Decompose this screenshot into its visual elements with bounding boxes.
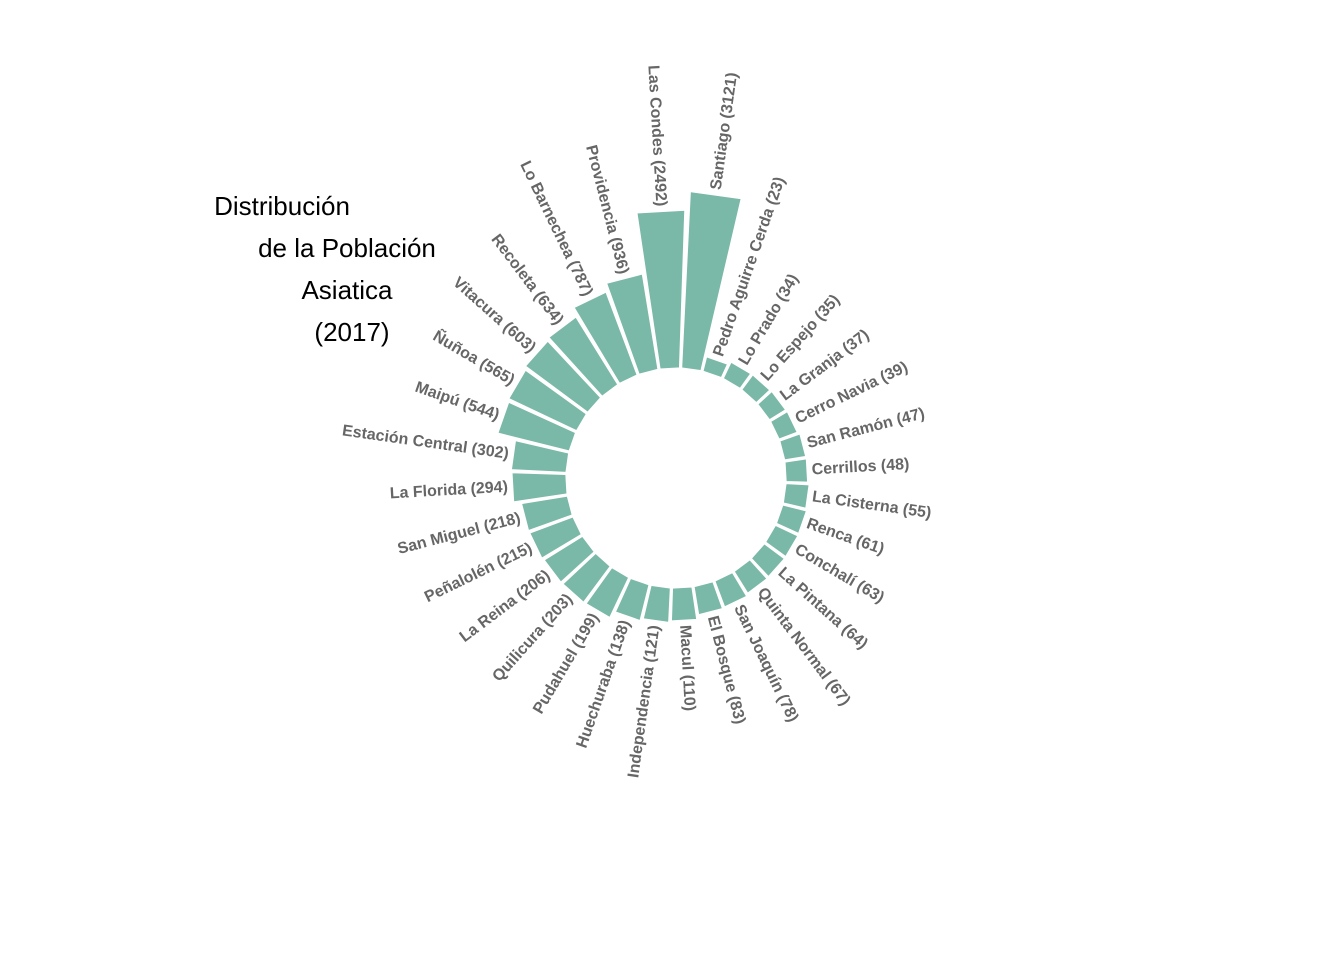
bar-estación-central [510, 439, 570, 474]
bar-label: Quinta Normal (67) [754, 585, 854, 710]
chart-title-line-1: Distribución [214, 191, 350, 221]
bar-el-bosque [692, 580, 724, 616]
bar-label: La Florida (294) [389, 479, 508, 503]
bar-quilicura [561, 552, 612, 604]
bar-san-joaquín [713, 571, 748, 609]
bar-la-reina [542, 535, 596, 584]
bar-la-pintana [750, 542, 786, 578]
bar-vitacura [524, 339, 602, 414]
bar-quinta-normal [733, 558, 769, 595]
labels-group: Santiago (3121) Las Condes (2492) Providen… [341, 65, 932, 779]
bar-cerrillos [784, 457, 809, 484]
bar-lo-prado [722, 360, 753, 390]
bar-label: Santiago (3121) [708, 71, 741, 190]
bar-san-ramón [778, 432, 807, 462]
bar-providencia [605, 272, 660, 376]
chart-title-line-2: de la Población [258, 233, 436, 263]
bar-san-miguel [520, 494, 574, 532]
bar-label: Estación Central (302) [341, 422, 510, 462]
bar-label: Cerrillos (48) [811, 456, 910, 479]
bar-conchalí [764, 524, 800, 558]
bar-la-granja [756, 390, 787, 421]
bar-independencia [642, 584, 672, 624]
bar-maipú [496, 400, 577, 453]
bar-lo-espejo [740, 373, 772, 404]
bar-la-cisterna [782, 482, 811, 510]
bar-cerro-navia [769, 410, 799, 441]
bar-la-florida [510, 471, 568, 503]
bars-group [496, 190, 811, 624]
bar-label: La Cisterna (55) [811, 488, 932, 522]
bar-ñuñoa [507, 368, 588, 432]
bar-label: Las Condes (2492) [644, 65, 669, 207]
bar-renca [775, 503, 808, 535]
bar-pedro-aguirre-cerda [701, 355, 729, 379]
bar-label: Independencia (121) [625, 624, 663, 779]
bar-label: Macul (110) [676, 625, 698, 712]
bar-macul [670, 586, 698, 622]
bar-pudahuel [584, 566, 630, 619]
bar-recoleta [547, 315, 619, 398]
chart-title-line-3: Asiatica [301, 275, 393, 305]
bar-las-condes [635, 209, 686, 370]
bar-label: Providencia (936) [582, 143, 632, 276]
bar-peñalolén [528, 515, 583, 560]
bar-lo-barnechea [572, 290, 639, 385]
bar-label: Maipú (544) [413, 379, 502, 424]
bar-huechuraba [614, 577, 651, 622]
chart-title-line-4: (2017) [314, 317, 389, 347]
bar-santiago [680, 190, 743, 372]
